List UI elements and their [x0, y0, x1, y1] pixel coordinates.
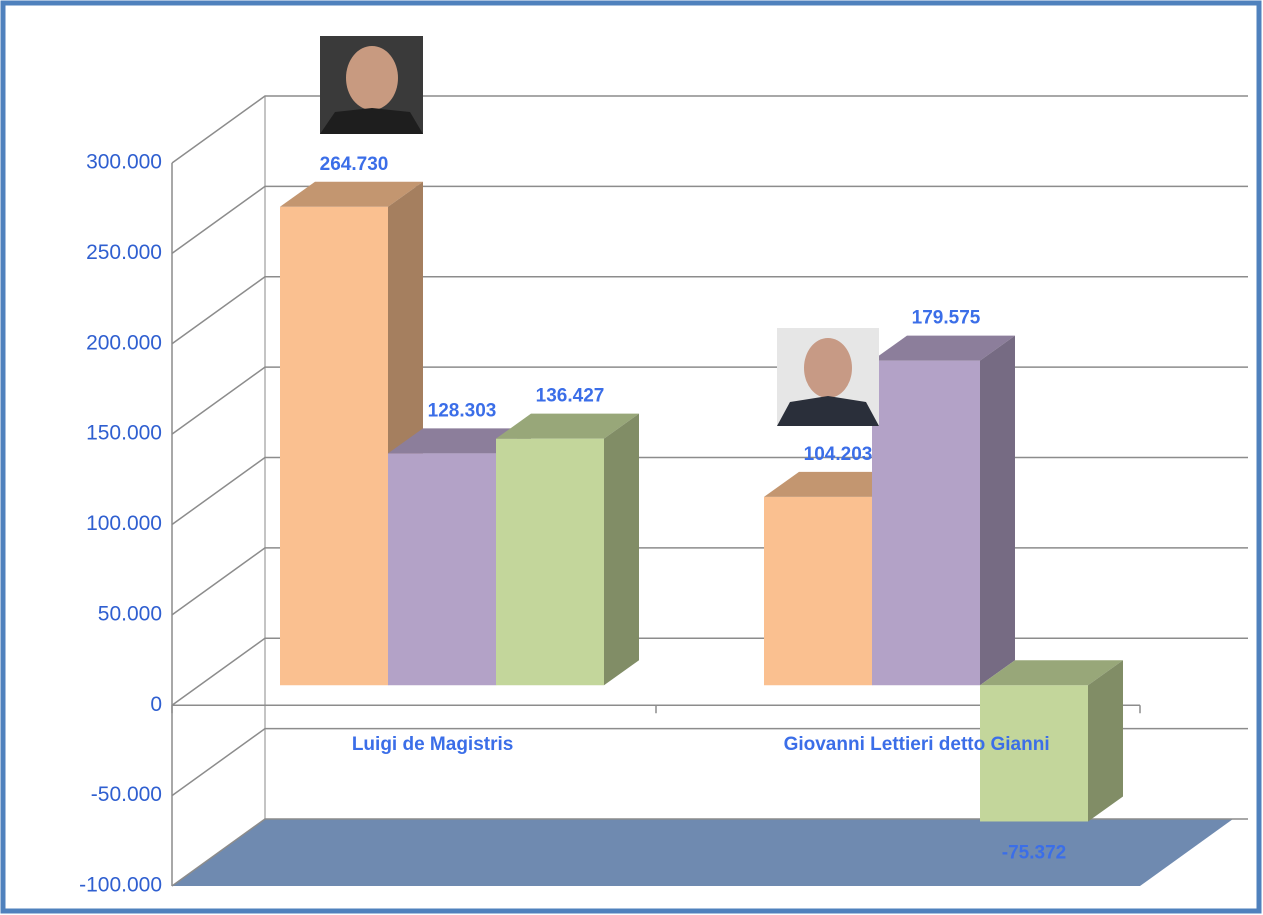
bar-side: [604, 414, 639, 686]
x-tick-label: Giovanni Lettieri detto Gianni: [784, 734, 1050, 755]
y-tick-label: 300.000: [86, 151, 162, 174]
y-tick-label: 0: [150, 693, 162, 716]
bar-side: [1088, 660, 1123, 821]
photo: [320, 36, 423, 134]
y-tick-label: 50.000: [98, 602, 162, 625]
bar: [764, 497, 872, 685]
y-tick-label: 100.000: [86, 512, 162, 535]
bar-side: [980, 336, 1015, 686]
y-tick-label: 250.000: [86, 241, 162, 264]
x-tick-label: Luigi de Magistris: [352, 734, 514, 755]
bar: [280, 207, 388, 685]
value-label: 136.427: [536, 386, 605, 407]
value-label: 264.730: [320, 154, 389, 175]
y-tick-label: 150.000: [86, 422, 162, 445]
value-label: 128.303: [428, 400, 497, 421]
photo: [777, 328, 879, 426]
y-tick-label: -50.000: [91, 783, 162, 806]
value-label: -75.372: [1002, 843, 1066, 864]
bar: [388, 453, 496, 685]
bar: [872, 361, 980, 686]
value-label: 179.575: [912, 308, 981, 329]
floor: [172, 819, 1233, 886]
value-label: 104.203: [804, 444, 873, 465]
y-tick-label: 200.000: [86, 331, 162, 354]
y-tick-label: -100.000: [79, 874, 162, 897]
chart: -100.000 -50.000 0 50.000 100.000 150.000 200.…: [0, 0, 1263, 915]
bar: [496, 439, 604, 686]
